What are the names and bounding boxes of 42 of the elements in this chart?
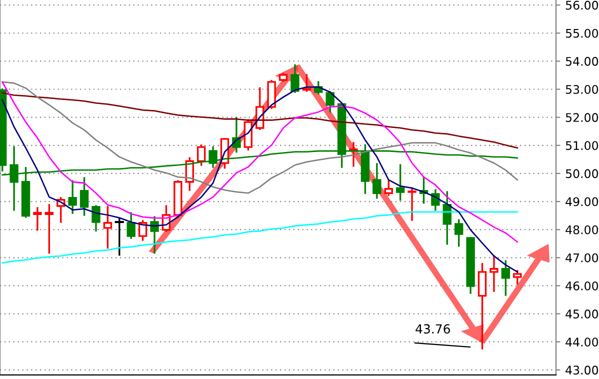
line-series: [2, 81, 518, 243]
y-tick-label: 43.00: [566, 366, 598, 375]
candlestick: [138, 220, 148, 241]
y-tick-label: 48.00: [566, 225, 598, 234]
candlestick: [396, 164, 405, 201]
y-tick-label: 46.00: [566, 281, 598, 290]
y-tick-label: 49.00: [566, 197, 598, 206]
y-tick-label: 47.00: [566, 253, 598, 262]
y-tick-label: 52.00: [566, 113, 598, 122]
candlestick: [114, 218, 124, 256]
candlestick: [92, 205, 100, 232]
y-tick-label: 50.00: [566, 169, 598, 178]
candlestick: [478, 263, 487, 350]
y-tick-label: 55.00: [566, 28, 598, 38]
y-tick-label: 54.00: [566, 56, 598, 66]
candlestick: [431, 189, 440, 211]
candlestick: [384, 180, 393, 196]
candlestick: [501, 260, 510, 296]
candlestick: [196, 144, 206, 166]
candlestick: [80, 177, 89, 216]
candlestick: [68, 180, 77, 214]
candlestick: [490, 255, 498, 292]
candlestick: [408, 187, 416, 221]
y-tick-label: 44.00: [566, 338, 598, 347]
y-tick-label: 45.00: [566, 310, 598, 318]
y-tick-label: 56.00: [566, 0, 598, 10]
candlestick: [302, 74, 312, 92]
line-series: [2, 92, 518, 149]
candlestick: [33, 207, 42, 231]
candlestick: [103, 206, 112, 249]
y-tick-label: 51.00: [566, 141, 598, 150]
candlestick: [454, 219, 464, 247]
candlestick: [232, 117, 241, 153]
candlestick: [513, 270, 522, 285]
y-tick-label: 53.00: [566, 84, 598, 94]
candlestick: [372, 163, 382, 199]
annotation: 43.76: [416, 324, 450, 334]
candlestick: [126, 212, 136, 239]
candlestick: [150, 216, 159, 254]
candlestick: [290, 64, 300, 93]
candlestick: [326, 91, 334, 113]
candlestick: [44, 204, 54, 254]
